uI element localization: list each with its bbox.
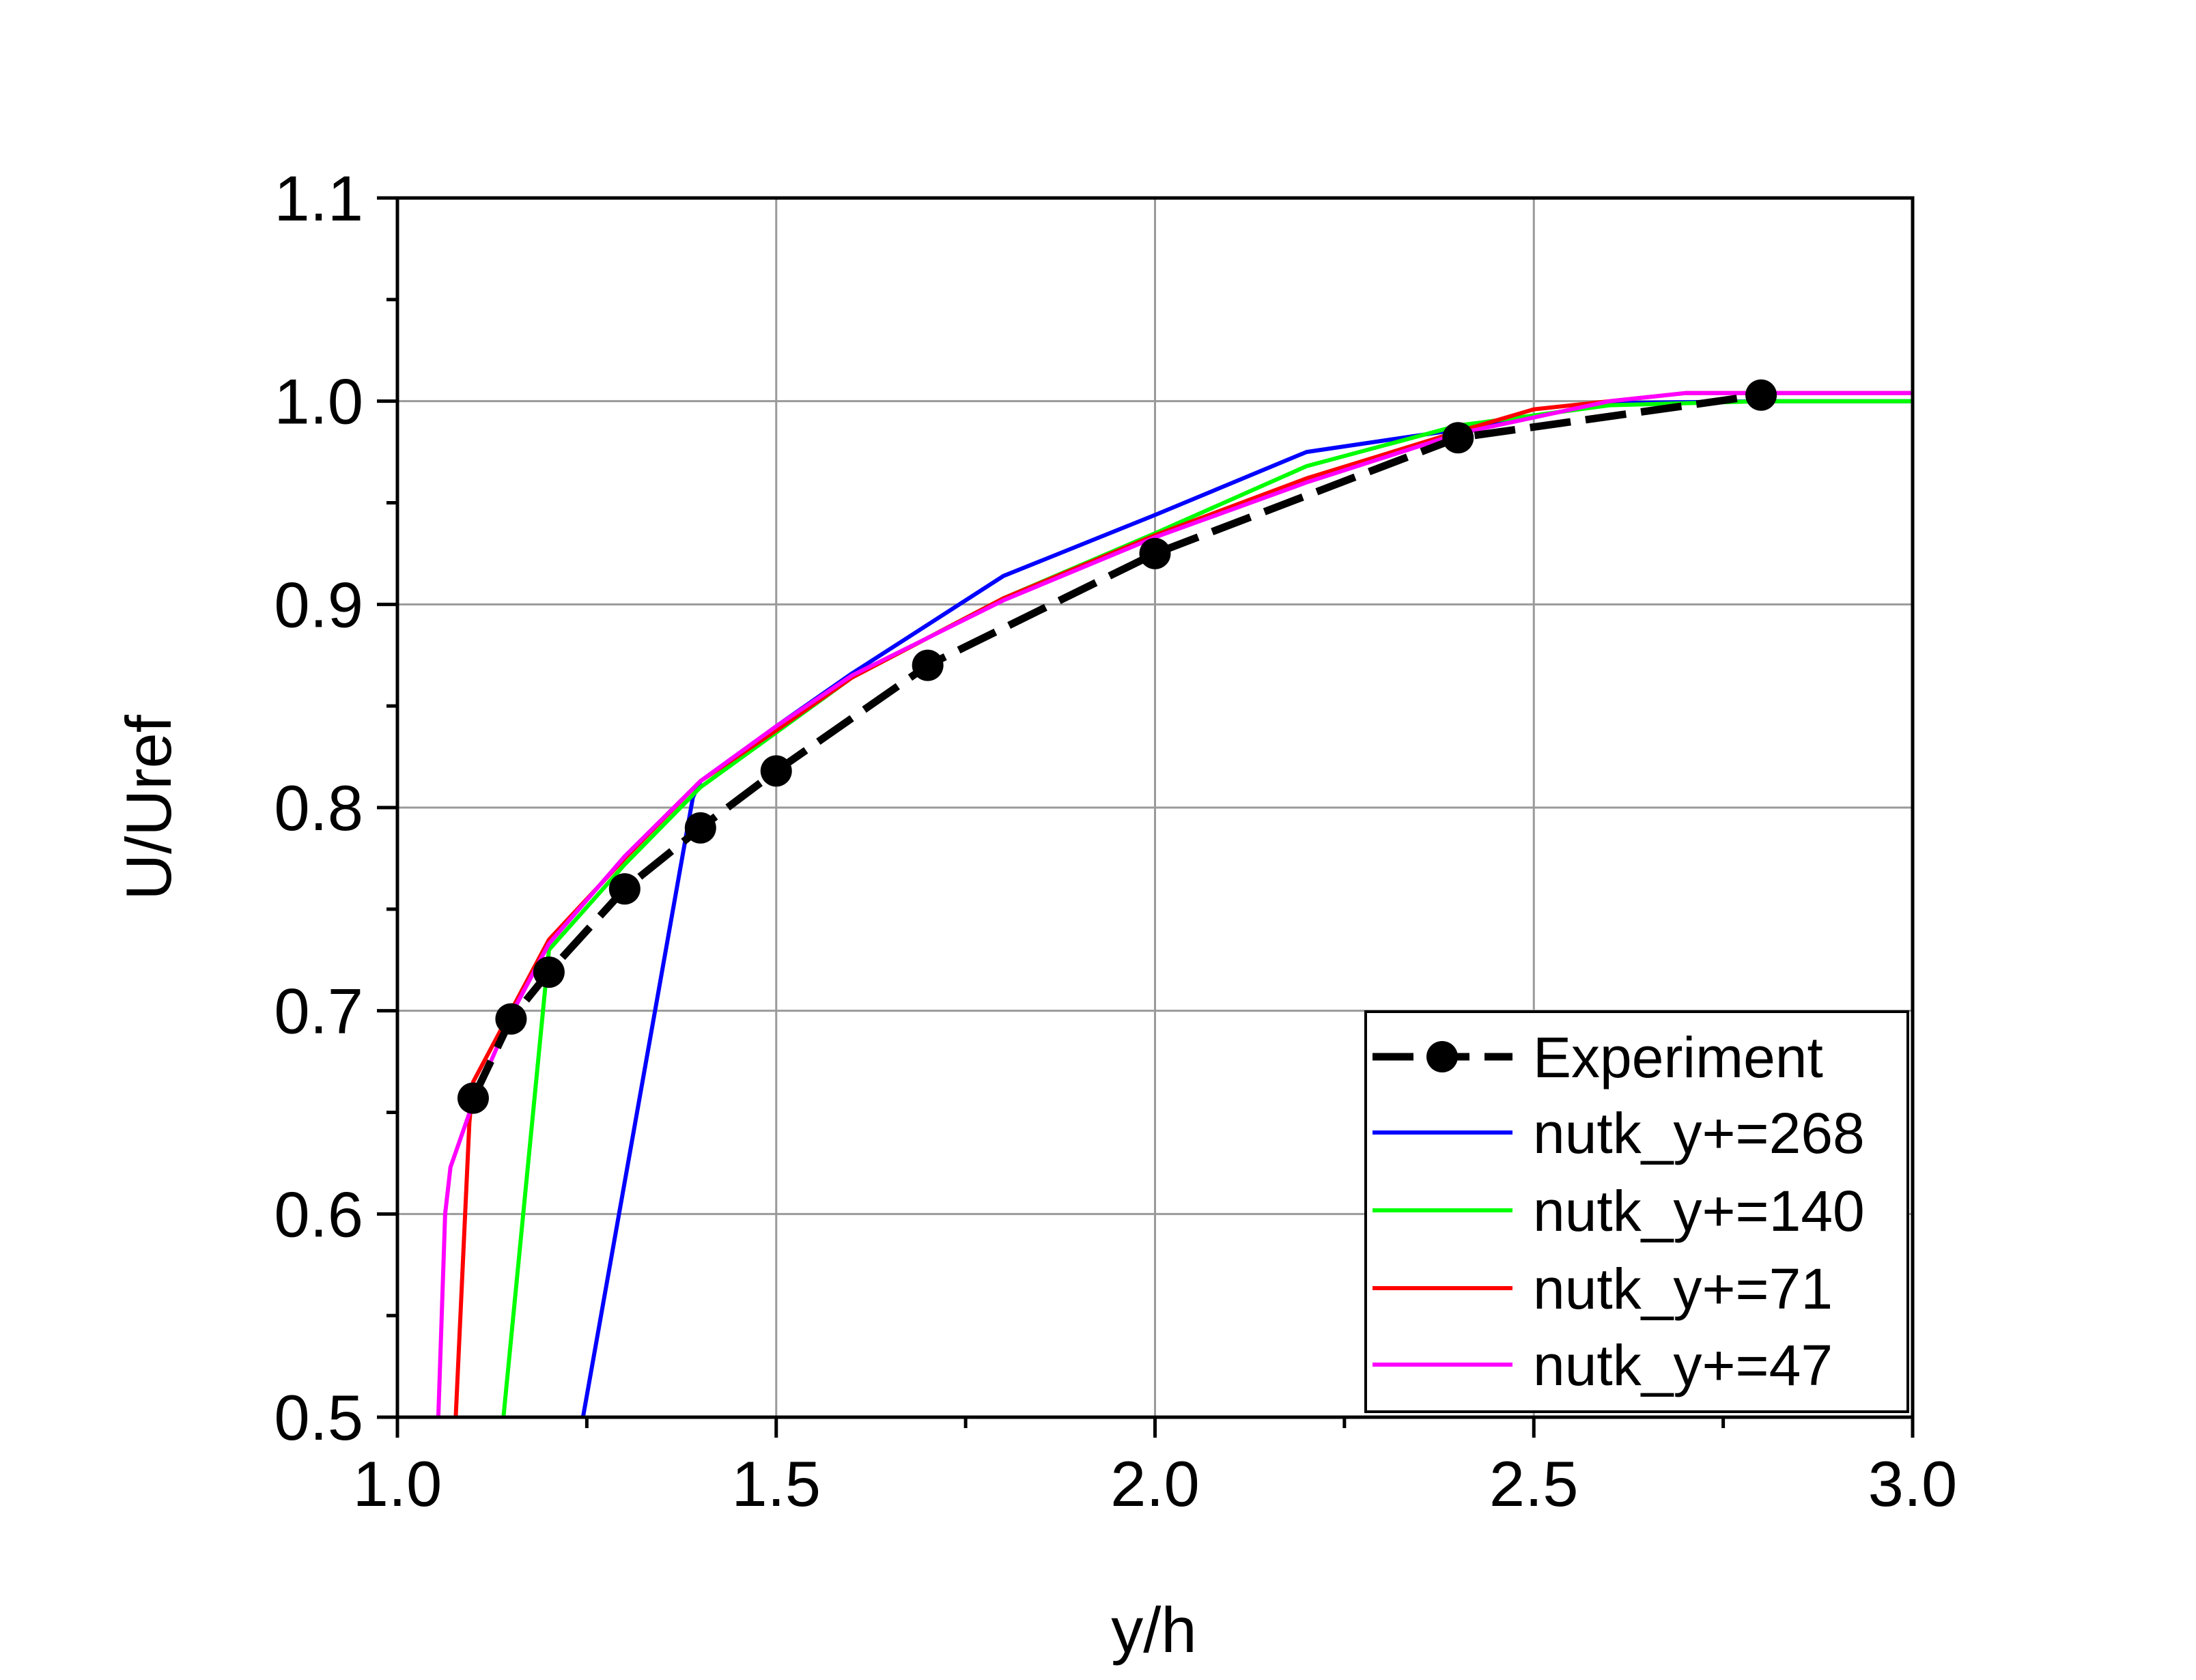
x-tick-label: 2.5 [1489, 1448, 1579, 1520]
data-point-experiment [1745, 379, 1777, 411]
legend-label-y47: nutk_y+=47 [1533, 1333, 1833, 1397]
legend-marker-experiment [1426, 1041, 1458, 1072]
y-tick-label: 0.9 [274, 569, 363, 640]
y-tick-label: 0.5 [274, 1382, 363, 1453]
data-point-experiment [608, 873, 640, 905]
series-line-nutk-y-71 [453, 390, 1913, 1417]
legend-label-experiment: Experiment [1533, 1025, 1823, 1090]
y-tick-label: 0.8 [274, 772, 363, 844]
data-point-experiment [684, 812, 716, 844]
legend-label-y71: nutk_y+=71 [1533, 1257, 1833, 1321]
y-tick-label: 0.6 [274, 1178, 363, 1250]
data-point-experiment [912, 649, 944, 681]
data-point-experiment [457, 1082, 489, 1114]
series-line-nutk-y-47 [436, 390, 1913, 1417]
axes: 1.0 1.5 2.0 2.5 3.0 0.5 0.6 0.7 0.8 0.9 1.0 1.1 [274, 162, 1957, 1520]
x-tick-label: 1.5 [731, 1448, 821, 1520]
series-layer [436, 379, 1913, 1417]
data-point-experiment [760, 755, 792, 787]
legend-label-y140: nutk_y+=140 [1533, 1179, 1865, 1243]
data-point-experiment [533, 956, 565, 988]
x-tick-label: 1.0 [353, 1448, 442, 1520]
series-line-experiment [470, 391, 1762, 1100]
grid [397, 198, 1913, 1417]
x-axis-title: y/h [1111, 1594, 1196, 1666]
x-tick-label: 2.0 [1110, 1448, 1200, 1520]
x-tick-label: 3.0 [1868, 1448, 1958, 1520]
y-axis-title: U/Uref [113, 714, 184, 900]
y-tick-label: 1.0 [274, 366, 363, 438]
legend: Experiment nutk_y+=268 nutk_y+=140 nutk_… [1364, 1010, 1909, 1413]
y-tick-label: 0.7 [274, 976, 363, 1047]
legend-label-y268: nutk_y+=268 [1533, 1101, 1865, 1165]
data-point-experiment [1139, 537, 1171, 569]
y-tick-label: 1.1 [274, 162, 363, 234]
data-point-experiment [1442, 422, 1474, 454]
data-point-experiment [495, 1003, 527, 1035]
